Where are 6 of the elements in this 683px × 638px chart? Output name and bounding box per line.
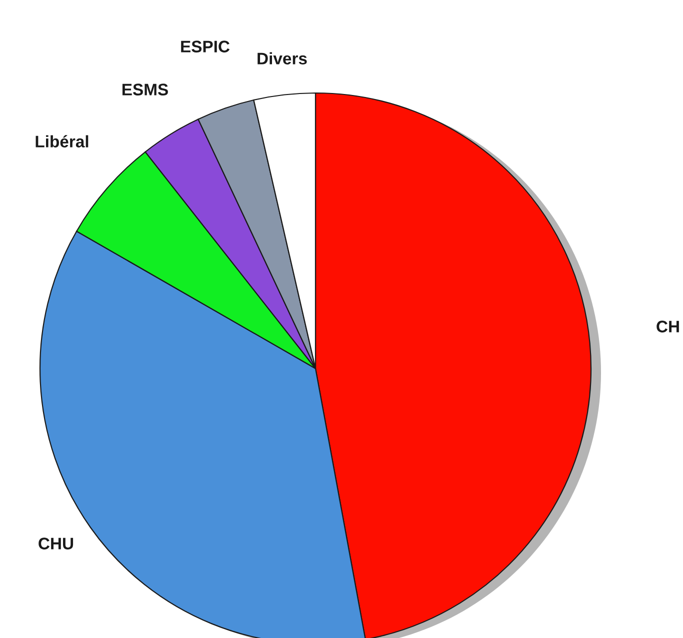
slice-label: CHU (38, 538, 74, 550)
slice-label: Libéral (36, 135, 88, 148)
slice-label: ESMS (122, 84, 168, 96)
slice-label: Divers (258, 52, 307, 64)
slice-label: ESPIC (181, 40, 230, 52)
slice-label: CH (656, 320, 679, 332)
